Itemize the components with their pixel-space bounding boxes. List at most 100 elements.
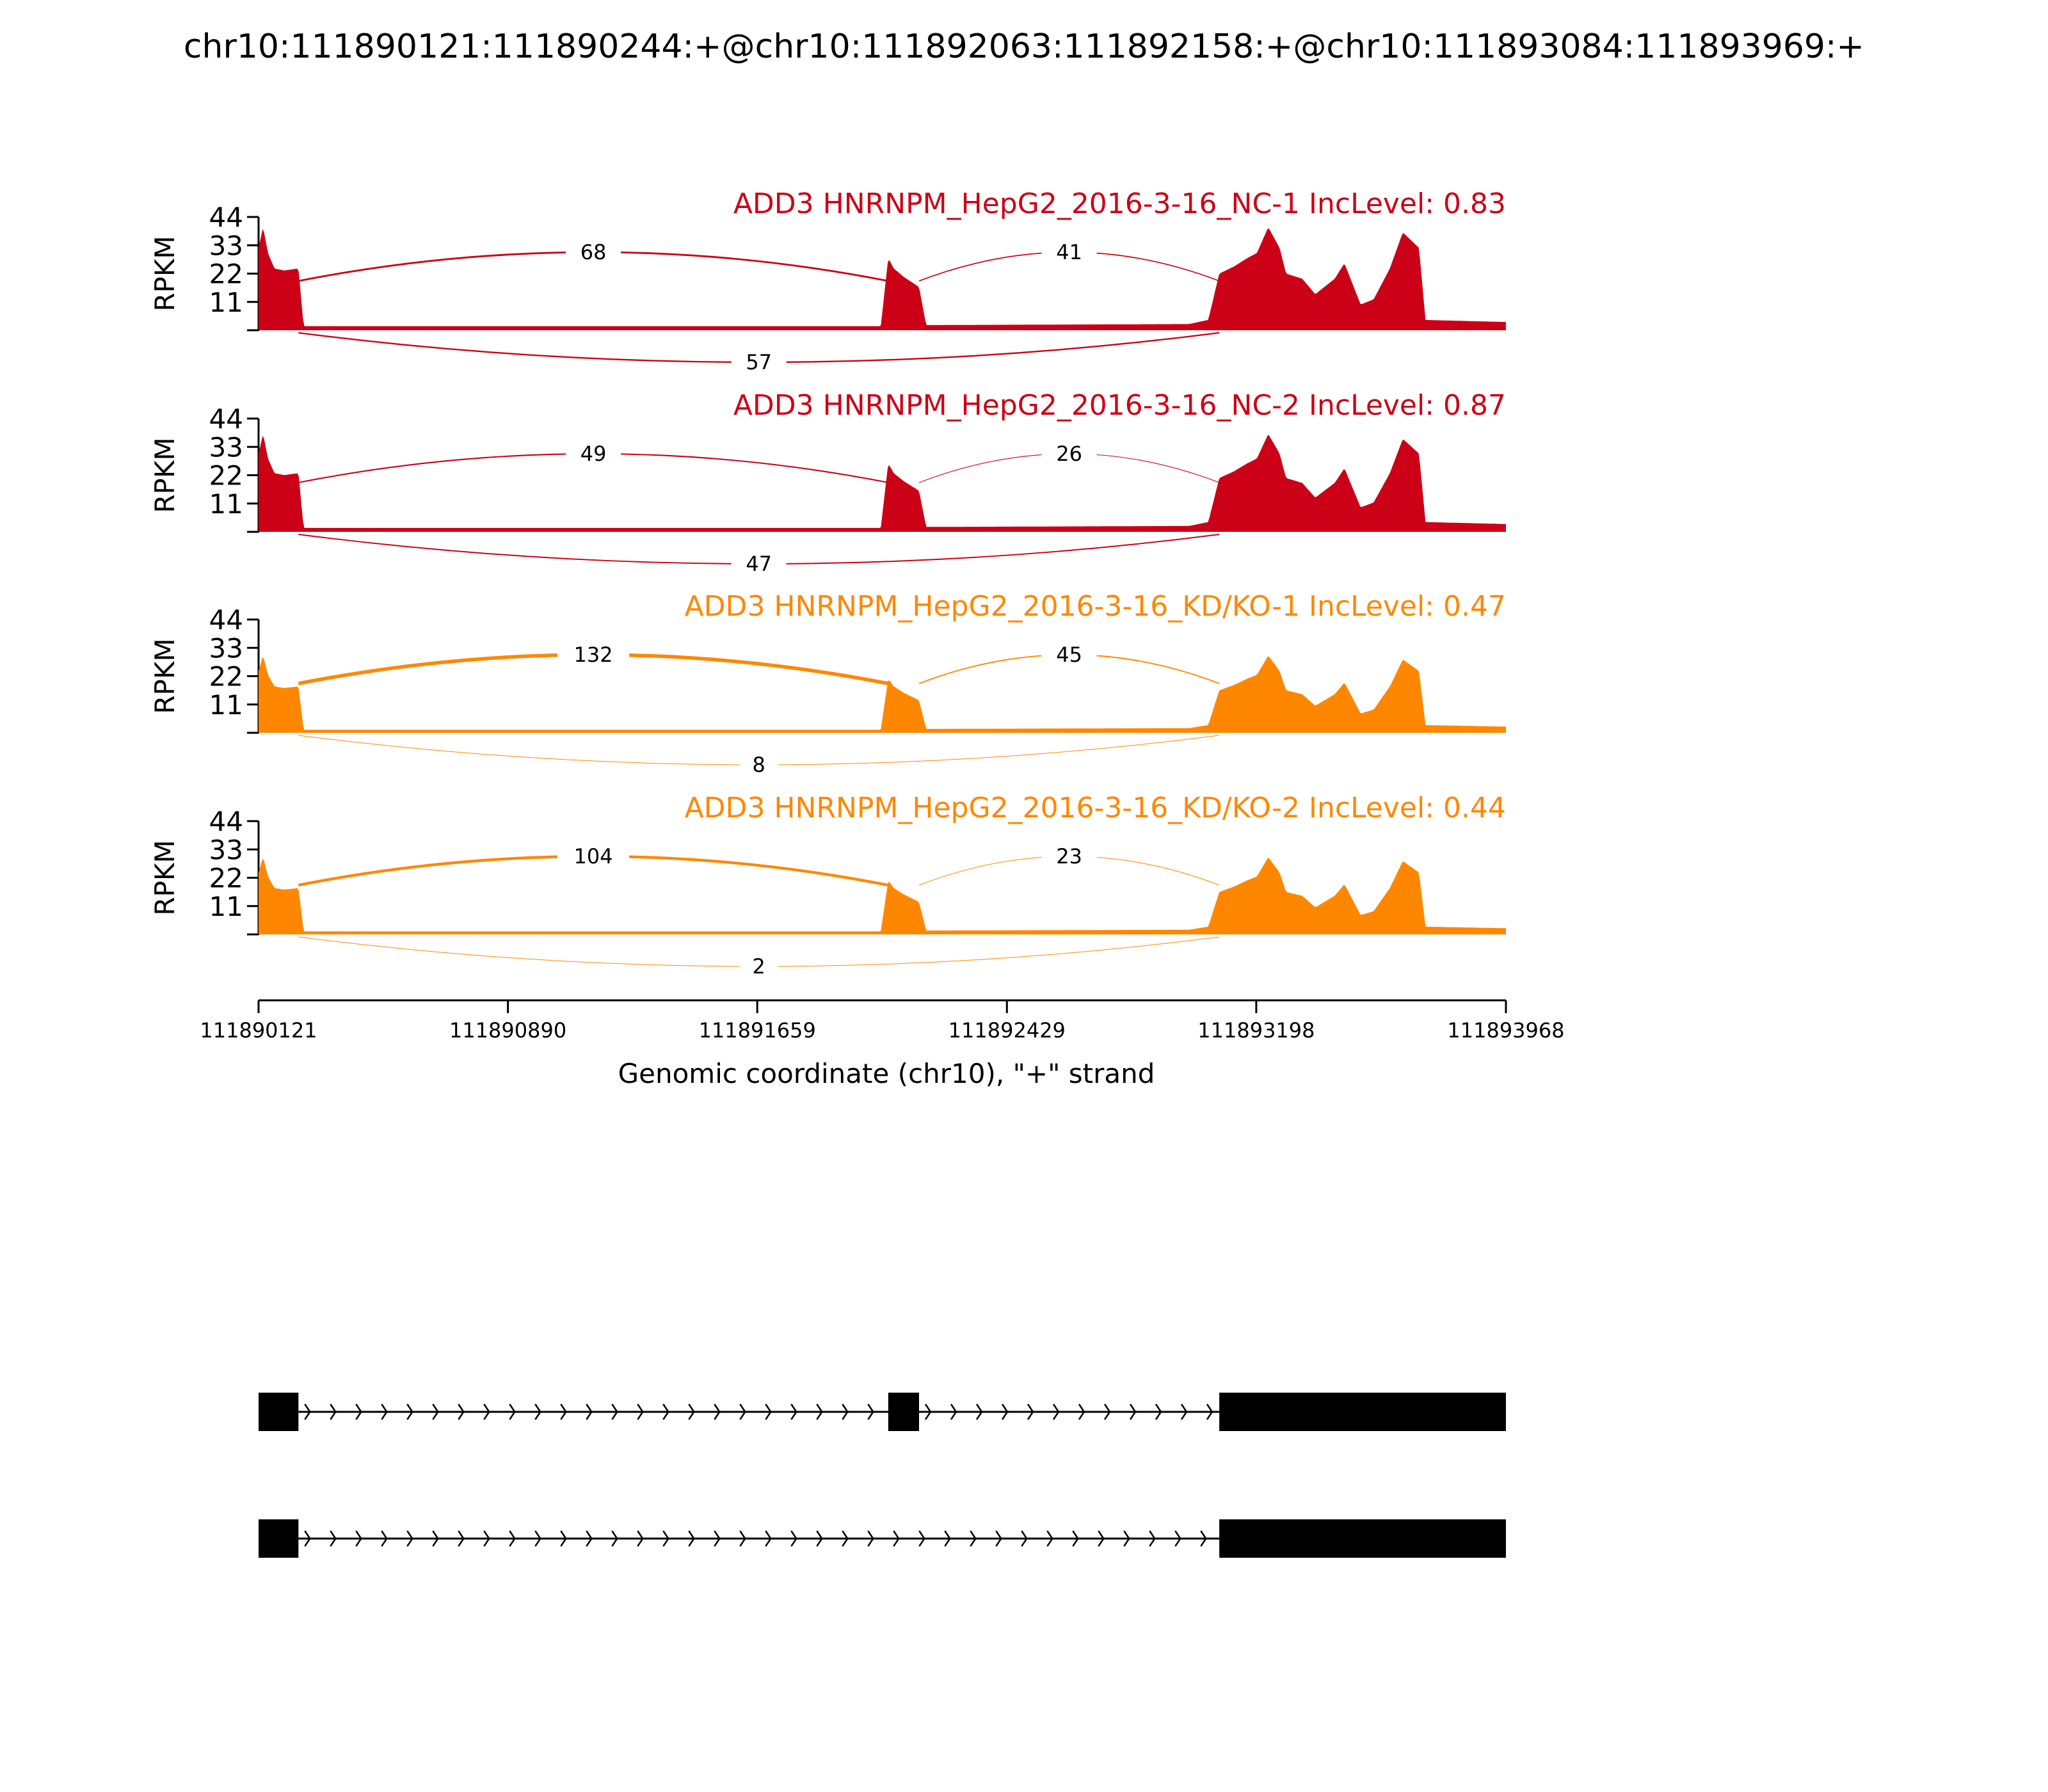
strand-arrow — [406, 1530, 413, 1547]
strand-arrow — [842, 1530, 849, 1547]
strand-arrow — [586, 1404, 593, 1420]
junction-count-label: 8 — [753, 753, 765, 777]
panel-title: ADD3 HNRNPM_HepG2_2016-3-16_NC-1 IncLeve… — [733, 188, 1506, 220]
y-axis-label: RPKM — [149, 638, 180, 714]
strand-arrow — [924, 1404, 932, 1420]
junction-label-bg — [1041, 441, 1097, 467]
junction-label-bg — [739, 752, 778, 778]
y-tick-label: 22 — [209, 661, 243, 692]
strand-arrow — [816, 1404, 823, 1420]
exon-block — [888, 1393, 920, 1431]
y-tick-label: 22 — [209, 259, 243, 290]
strand-arrow — [714, 1404, 721, 1420]
junction-count-label: 2 — [753, 954, 765, 979]
junction-label-bg — [566, 441, 621, 467]
y-tick-label: 44 — [209, 403, 243, 435]
strand-arrow — [432, 1404, 439, 1420]
strand-arrow — [867, 1530, 874, 1547]
junction-label-bg — [731, 551, 787, 577]
junction-label-bg — [1041, 844, 1097, 869]
junction-count-label: 104 — [574, 844, 613, 868]
strand-arrow — [406, 1404, 413, 1420]
junction-label-bg — [566, 239, 621, 265]
panel-title: ADD3 HNRNPM_HepG2_2016-3-16_KD/KO-1 IncL… — [685, 590, 1506, 623]
y-tick-label: 44 — [209, 604, 243, 636]
strand-arrow — [1206, 1404, 1213, 1420]
junction-label-bg — [557, 844, 630, 869]
coverage-area — [259, 228, 1506, 330]
coverage-area — [259, 656, 1506, 733]
y-tick-label: 44 — [209, 806, 243, 837]
strand-arrow — [1174, 1530, 1181, 1547]
x-axis: 111890121 111890890 111891659 111892429 1118… — [200, 999, 1565, 1043]
strand-arrow — [765, 1404, 772, 1420]
exon-block — [259, 1519, 299, 1558]
strand-arrow — [611, 1404, 618, 1420]
strand-arrow — [304, 1404, 311, 1420]
strand-arrow — [1078, 1404, 1085, 1420]
strand-arrow — [637, 1530, 644, 1547]
y-axis-label: RPKM — [149, 236, 180, 311]
strand-arrow — [560, 1404, 567, 1420]
plot-title: chr10:111890121:111890244:+@chr10:111892… — [184, 28, 1864, 66]
strand-arrow — [355, 1404, 362, 1420]
y-tick-label: 11 — [209, 287, 243, 318]
strand-arrow — [714, 1530, 721, 1547]
y-axis-label: RPKM — [149, 437, 180, 513]
isoform-2 — [259, 1519, 1506, 1558]
junction-count-label: 132 — [574, 643, 613, 667]
junction-label-bg — [1041, 642, 1097, 668]
strand-arrow — [688, 1530, 695, 1547]
junction-label-bg — [1041, 239, 1097, 265]
strand-arrow — [1098, 1530, 1105, 1547]
strand-arrow — [1021, 1530, 1028, 1547]
strand-arrow — [458, 1404, 465, 1420]
junction-count-label: 68 — [580, 240, 607, 264]
strand-arrow — [739, 1404, 746, 1420]
strand-arrow — [1129, 1404, 1137, 1420]
y-tick-label: 22 — [209, 460, 243, 492]
strand-arrow — [1200, 1530, 1207, 1547]
strand-arrow — [330, 1404, 337, 1420]
x-tick-label: 111893968 — [1447, 1018, 1564, 1043]
strand-arrow — [355, 1530, 362, 1547]
exon-block — [259, 1393, 299, 1431]
strand-arrow — [1046, 1530, 1053, 1547]
strand-arrow — [1052, 1404, 1060, 1420]
strand-arrow — [1155, 1404, 1162, 1420]
junction-count-label: 41 — [1056, 240, 1082, 264]
junction-label-bg — [739, 954, 778, 979]
isoform-1 — [259, 1393, 1506, 1431]
x-tick-label: 111892429 — [948, 1018, 1066, 1043]
strand-arrow — [688, 1404, 695, 1420]
coverage-area — [259, 435, 1506, 532]
strand-arrow — [586, 1530, 593, 1547]
strand-arrow — [842, 1404, 849, 1420]
y-tick-label: 33 — [209, 431, 243, 463]
strand-arrow — [790, 1404, 797, 1420]
strand-arrow — [662, 1404, 669, 1420]
x-tick-label: 111891659 — [699, 1018, 816, 1043]
strand-arrow — [1103, 1404, 1111, 1420]
junction-label-bg — [557, 642, 630, 668]
y-tick-label: 33 — [209, 632, 243, 664]
strand-arrow — [432, 1530, 439, 1547]
strand-arrow — [918, 1530, 925, 1547]
strand-arrow — [534, 1530, 541, 1547]
y-tick-label: 33 — [209, 834, 243, 865]
junction-count-label: 47 — [746, 552, 772, 576]
strand-arrow — [739, 1530, 746, 1547]
strand-arrow — [765, 1530, 772, 1547]
x-tick-label: 111893198 — [1197, 1018, 1315, 1043]
strand-arrow — [975, 1404, 983, 1420]
strand-arrow — [867, 1404, 874, 1420]
strand-arrow — [944, 1530, 951, 1547]
strand-arrow — [662, 1530, 669, 1547]
strand-arrow — [381, 1530, 388, 1547]
coverage-area — [259, 858, 1506, 934]
y-tick-label: 44 — [209, 202, 243, 233]
